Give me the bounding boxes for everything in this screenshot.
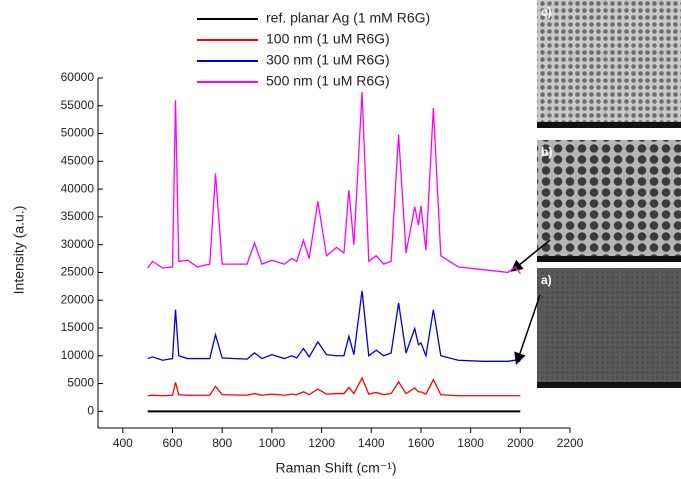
sem-image (537, 140, 681, 262)
scale-bar (537, 256, 681, 262)
y-tick-label: 0 (87, 404, 94, 418)
y-axis-label: Intensity (a.u.) (11, 206, 27, 295)
x-axis-label: Raman Shift (cm⁻¹) (276, 460, 397, 476)
legend-label: ref. planar Ag (1 mM R6G) (266, 10, 430, 26)
x-tick-label: 1600 (408, 436, 435, 450)
y-tick-label: 60000 (61, 70, 95, 84)
scale-bar (537, 122, 681, 128)
series-line (147, 376, 521, 397)
y-tick-label: 30000 (61, 237, 95, 251)
legend-label: 500 nm (1 uM R6G) (266, 73, 390, 89)
series-line (147, 91, 521, 274)
x-tick-label: 1400 (358, 436, 385, 450)
scale-bar (537, 382, 681, 388)
x-tick-label: 600 (163, 436, 183, 450)
inset-label: c) (541, 5, 552, 19)
legend-label: 100 nm (1 uM R6G) (266, 31, 390, 47)
inset-label: b) (541, 145, 552, 159)
x-tick-label: 800 (212, 436, 232, 450)
x-tick-label: 1200 (308, 436, 335, 450)
x-tick-label: 400 (113, 436, 133, 450)
arrow (510, 239, 551, 272)
y-tick-label: 10000 (61, 348, 95, 362)
sem-insets (510, 0, 681, 388)
y-tick-label: 25000 (61, 265, 95, 279)
series-line (147, 290, 521, 362)
arrow (514, 294, 541, 365)
x-tick-label: 1800 (457, 436, 484, 450)
y-tick-label: 40000 (61, 181, 95, 195)
legend-label: 300 nm (1 uM R6G) (266, 52, 390, 68)
y-tick-label: 20000 (61, 292, 95, 306)
x-tick-label: 2200 (557, 436, 584, 450)
sem-image (537, 0, 681, 128)
y-tick-label: 15000 (61, 320, 95, 334)
inset-label: a) (541, 273, 552, 287)
y-tick-label: 55000 (61, 98, 95, 112)
y-tick-label: 35000 (61, 209, 95, 223)
sem-image (537, 268, 681, 388)
x-tick-label: 1000 (259, 436, 286, 450)
x-tick-label: 2000 (507, 436, 534, 450)
y-tick-label: 5000 (67, 376, 94, 390)
y-tick-label: 50000 (61, 126, 95, 140)
y-tick-label: 45000 (61, 154, 95, 168)
